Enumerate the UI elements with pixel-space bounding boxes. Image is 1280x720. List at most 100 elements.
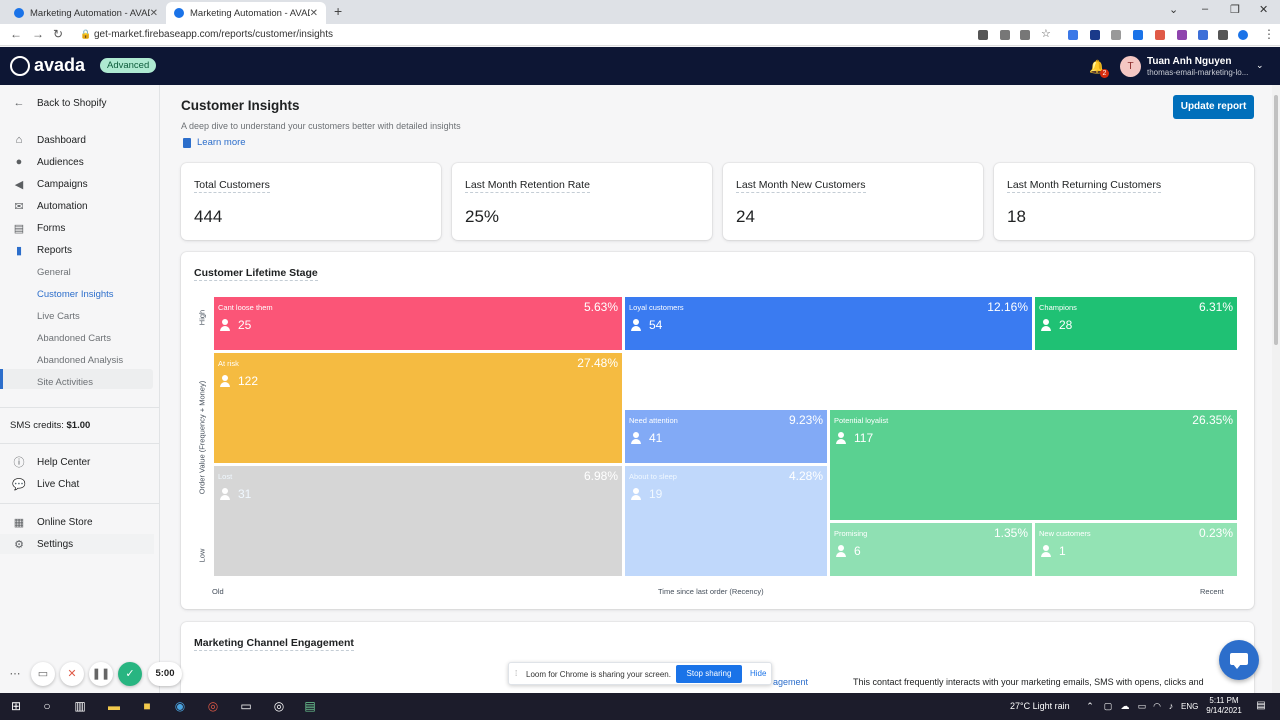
restore-icon[interactable]: ❐ <box>1230 4 1240 16</box>
scrollbar[interactable] <box>1272 85 1280 693</box>
avada-logo[interactable]: avada <box>10 55 85 76</box>
learn-more-link[interactable]: Learn more <box>183 137 246 148</box>
treemap-segment-champions[interactable]: Champions 6.31% 28 <box>1035 297 1237 350</box>
extension-icon[interactable] <box>1177 30 1187 40</box>
scrollbar-thumb[interactable] <box>1274 95 1278 345</box>
language-indicator[interactable]: ENG <box>1181 702 1199 711</box>
close-tab-icon[interactable]: ✕ <box>309 7 318 19</box>
wifi-icon[interactable]: ◠ <box>1153 701 1161 711</box>
sidebar-item-dashboard[interactable]: ⌂ Dashboard <box>0 130 154 150</box>
bookmark-star-icon[interactable]: ☆ <box>1041 28 1051 40</box>
notepad-icon[interactable]: ▤ <box>304 699 316 713</box>
treemap-segment-new-customers[interactable]: New customers 0.23% 1 <box>1035 523 1237 576</box>
channel-engagement-title[interactable]: Marketing Channel Engagement <box>194 637 354 651</box>
chevron-down-icon[interactable]: ⌄ <box>1256 60 1264 70</box>
stat-label[interactable]: Total Customers <box>194 179 270 193</box>
finish-recording-icon[interactable]: ✓ <box>118 662 142 686</box>
stat-label[interactable]: Last Month Retention Rate <box>465 179 590 193</box>
network-icon[interactable]: ▭ <box>1137 701 1147 711</box>
stat-label[interactable]: Last Month New Customers <box>736 179 866 193</box>
camera-icon[interactable] <box>978 30 988 40</box>
sticky-notes-icon[interactable]: ■ <box>143 699 151 713</box>
sidebar-item-campaigns[interactable]: ◀ Campaigns <box>0 174 154 194</box>
sidebar-item-audiences[interactable]: ● Audiences <box>0 152 154 172</box>
share-icon[interactable] <box>1000 30 1010 40</box>
obs-icon[interactable]: ◎ <box>273 699 285 713</box>
back-to-shopify-link[interactable]: ← Back to Shopify <box>0 93 154 113</box>
forward-icon[interactable]: → <box>32 27 44 41</box>
url-field[interactable]: get-market.firebaseapp.com/reports/custo… <box>94 29 333 40</box>
minimize-icon[interactable]: – <box>1202 3 1209 15</box>
extension-icon[interactable] <box>1090 30 1100 40</box>
avatar[interactable]: T <box>1120 56 1141 77</box>
sidebar-item-help-center[interactable]: ⓘ Help Center <box>0 452 154 472</box>
close-tab-icon[interactable]: ✕ <box>149 7 158 19</box>
sidebar-subitem-general[interactable]: General <box>37 267 71 278</box>
windows-start-icon[interactable]: ⊞ <box>10 699 22 713</box>
sidebar-subitem-abandoned-carts[interactable]: Abandoned Carts <box>37 333 111 344</box>
extension-icon[interactable] <box>1068 30 1078 40</box>
user-name[interactable]: Tuan Anh Nguyen <box>1147 56 1232 67</box>
treemap-segment-potential-loyalist[interactable]: Potential loyalist 26.35% 117 <box>830 410 1237 520</box>
cancel-recording-icon[interactable]: ✕ <box>60 662 84 686</box>
clock[interactable]: 5:11 PM 9/14/2021 <box>1204 696 1244 716</box>
chat-launcher-button[interactable] <box>1219 640 1259 680</box>
more-menu-icon[interactable]: ⋮ <box>1263 27 1275 41</box>
sidebar-subitem-customer-insights[interactable]: Customer Insights <box>37 289 114 300</box>
profile-icon[interactable] <box>1238 30 1248 40</box>
update-report-button[interactable]: Update report <box>1173 95 1254 119</box>
file-explorer-icon[interactable]: ▬ <box>108 699 120 713</box>
treemap-segment-at-risk[interactable]: At risk 27.48% 122 <box>214 353 622 463</box>
user-store[interactable]: thomas-email-marketing-lo... <box>1147 68 1249 77</box>
segment-percent: 9.23% <box>788 413 823 427</box>
sidebar-item-reports[interactable]: ▮ Reports <box>0 240 154 260</box>
close-window-icon[interactable]: ✕ <box>1259 4 1269 16</box>
app-icon[interactable]: ▭ <box>240 699 252 713</box>
treemap-segment-lost[interactable]: Lost 6.98% 31 <box>214 466 622 576</box>
treemap-segment-promising[interactable]: Promising 1.35% 6 <box>830 523 1032 576</box>
task-view-icon[interactable]: ▥ <box>74 699 86 713</box>
treemap-segment-cant-loose-them[interactable]: Cant loose them 5.63% 25 <box>214 297 622 350</box>
browser-tab[interactable]: Marketing Automation - AVADA ✕ <box>6 2 166 24</box>
chrome-icon[interactable]: ◎ <box>207 699 219 713</box>
extension-icon[interactable] <box>1198 30 1208 40</box>
tray-chevron-icon[interactable]: ⌃ <box>1086 701 1094 711</box>
treemap-segment-about-to-sleep[interactable]: About to sleep 4.28% 19 <box>625 466 827 576</box>
stat-label[interactable]: Last Month Returning Customers <box>1007 179 1162 193</box>
treemap-segment-need-attention[interactable]: Need attention 9.23% 41 <box>625 410 827 463</box>
tab-search-icon[interactable]: ⌄ <box>1169 4 1179 16</box>
vpn-icon[interactable]: ◉ <box>174 699 186 713</box>
camera-toggle-icon[interactable]: ▭ <box>31 662 55 686</box>
channel-engagement-link[interactable]: agement <box>773 677 809 687</box>
extension-icon[interactable] <box>1133 30 1143 40</box>
pause-icon[interactable]: ❚❚ <box>89 662 113 686</box>
more-options-icon[interactable]: ⋯ <box>9 668 21 680</box>
lifetime-stage-title[interactable]: Customer Lifetime Stage <box>194 267 318 281</box>
drag-handle-icon[interactable]: ⁞ <box>515 669 518 678</box>
new-tab-button[interactable]: + <box>334 3 343 19</box>
volume-icon[interactable]: ♪ <box>1168 701 1174 711</box>
cloud-icon[interactable]: ☁ <box>1120 701 1130 711</box>
sidebar-item-settings[interactable]: ⚙ Settings <box>0 534 154 554</box>
sidebar-subitem-abandoned-analysis[interactable]: Abandoned Analysis <box>37 355 124 366</box>
tray-app-icon[interactable]: ▢ <box>1103 701 1113 711</box>
sidebar-item-live-chat[interactable]: 💬 Live Chat <box>0 474 154 494</box>
sidebar-item-forms[interactable]: ▤ Forms <box>0 218 154 238</box>
browser-tab-active[interactable]: Marketing Automation - AVADA ✕ <box>166 2 326 24</box>
translate-icon[interactable] <box>1020 30 1030 40</box>
sidebar-item-online-store[interactable]: ▦ Online Store <box>0 512 154 532</box>
sidebar-subitem-live-carts[interactable]: Live Carts <box>37 311 80 322</box>
notification-center-icon[interactable]: ▤ <box>1256 700 1266 711</box>
back-icon[interactable]: ← <box>10 27 22 41</box>
extension-icon[interactable] <box>1111 30 1121 40</box>
search-icon[interactable]: ○ <box>43 699 51 713</box>
stop-sharing-button[interactable]: Stop sharing <box>676 665 742 683</box>
extension-icon[interactable] <box>1155 30 1165 40</box>
hide-banner-button[interactable]: Hide <box>750 669 767 678</box>
weather-widget[interactable]: 27°C Light rain <box>1010 701 1070 711</box>
sidebar-subitem-site-activities[interactable]: Site Activities <box>37 377 93 388</box>
puzzle-icon[interactable] <box>1218 30 1228 40</box>
treemap-segment-loyal-customers[interactable]: Loyal customers 12.16% 54 <box>625 297 1032 350</box>
reload-icon[interactable]: ↻ <box>53 27 64 41</box>
sidebar-item-automation[interactable]: ✉ Automation <box>0 196 154 216</box>
